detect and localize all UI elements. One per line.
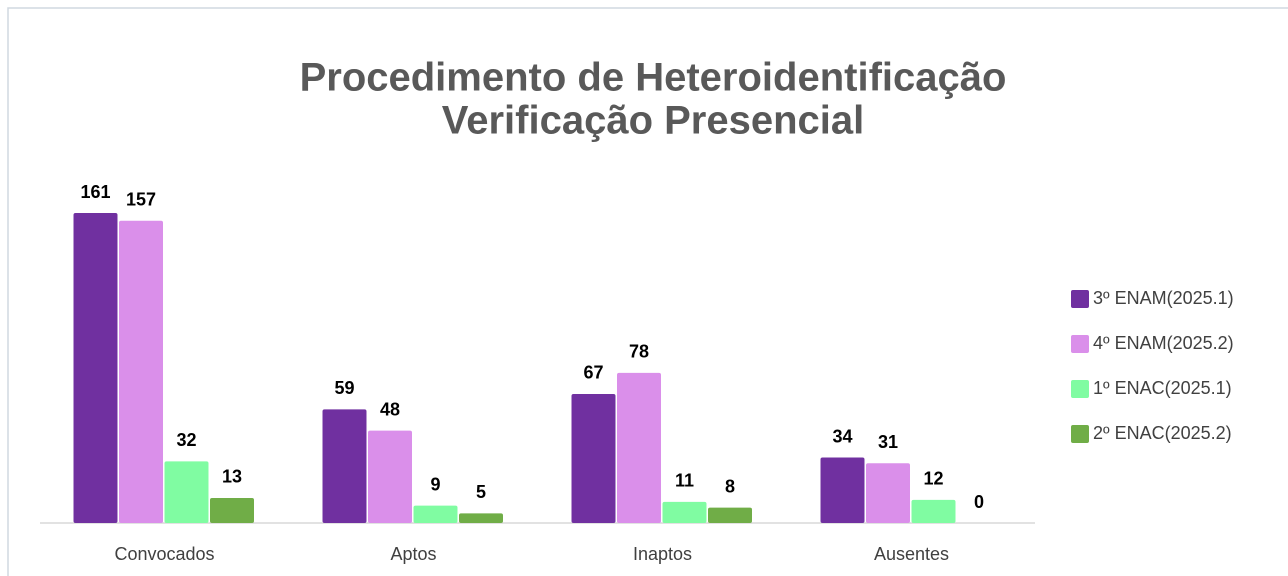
bar <box>617 372 661 523</box>
data-label: 48 <box>380 399 400 419</box>
legend-label: 4º ENAM(2025.2) <box>1093 333 1234 353</box>
legend-label: 3º ENAM(2025.1) <box>1093 288 1234 308</box>
legend-swatch <box>1071 290 1089 308</box>
bar <box>571 393 616 523</box>
data-label: 11 <box>675 471 694 491</box>
bar <box>866 463 910 523</box>
legend-label: 1º ENAC(2025.1) <box>1093 378 1232 398</box>
x-tick-label: Ausentes <box>874 544 949 564</box>
bar <box>459 513 503 523</box>
bar <box>368 430 412 523</box>
data-label: 31 <box>878 432 898 452</box>
data-label: 161 <box>80 182 110 202</box>
data-label: 0 <box>974 492 984 512</box>
legend-label: 2º ENAC(2025.2) <box>1093 423 1232 443</box>
chart-title: Verificação Presencial <box>442 99 865 143</box>
bar <box>708 507 752 523</box>
bar <box>911 499 956 523</box>
legend-swatch <box>1071 335 1089 353</box>
bar <box>820 457 865 523</box>
frame <box>7 7 1288 576</box>
legend-swatch <box>1071 425 1089 443</box>
bar <box>662 501 707 523</box>
data-label: 78 <box>629 342 649 362</box>
data-label: 34 <box>832 426 852 446</box>
bar <box>164 461 209 523</box>
bar <box>413 505 458 523</box>
data-label: 9 <box>430 474 440 494</box>
bar <box>73 213 118 523</box>
data-label: 157 <box>126 189 156 209</box>
bar <box>119 220 163 524</box>
data-label: 12 <box>923 469 943 489</box>
bar <box>322 409 367 523</box>
data-label: 5 <box>476 482 486 502</box>
x-tick-label: Inaptos <box>633 544 692 564</box>
chart-title: Procedimento de Heteroidentificação <box>300 56 1007 100</box>
x-tick-label: Convocados <box>114 544 214 564</box>
data-label: 59 <box>334 378 354 398</box>
legend-swatch <box>1071 380 1089 398</box>
data-label: 13 <box>222 467 242 487</box>
x-tick-label: Aptos <box>390 544 436 564</box>
data-label: 67 <box>583 363 603 383</box>
data-label: 8 <box>725 476 735 496</box>
bar <box>210 497 254 523</box>
data-label: 32 <box>176 430 196 450</box>
